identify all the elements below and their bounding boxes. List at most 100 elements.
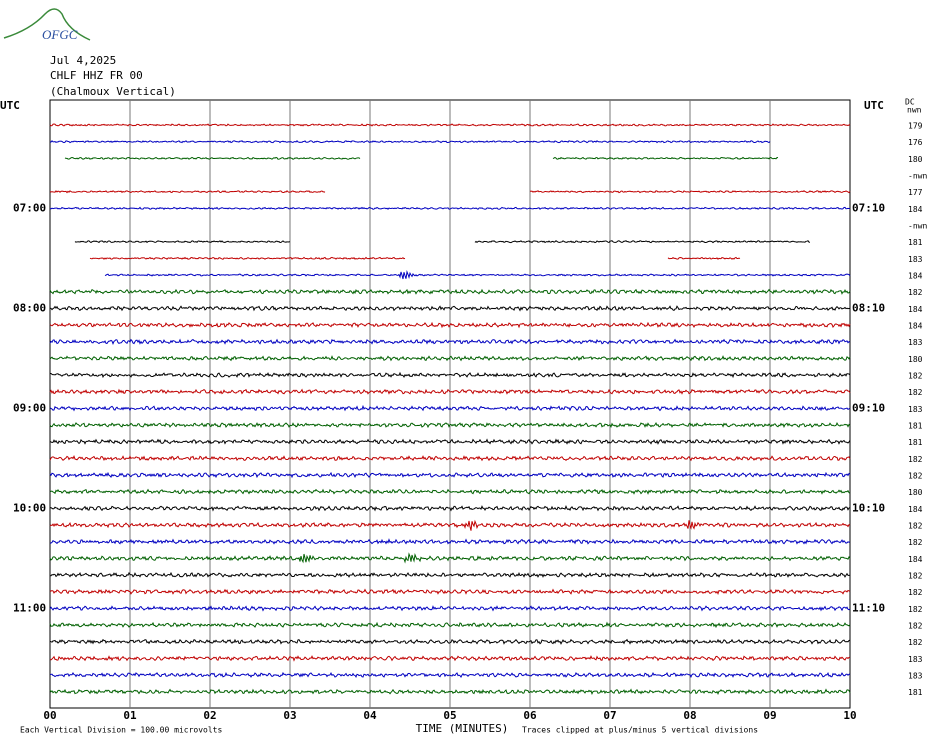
trace [89,256,406,260]
header-line: Jul 4,2025 [50,54,116,67]
footer-clip: Traces clipped at plus/minus 5 vertical … [522,726,758,735]
dc-value: 181 [908,238,923,247]
trace [49,206,851,211]
footer-scale: Each Vertical Division = 100.00 microvol… [20,726,222,735]
dc-value: 183 [908,255,923,264]
right-time-label: 09:10 [852,401,885,414]
dc-value: 181 [908,422,923,431]
dc-value: 180 [908,155,923,164]
dc-value: 183 [908,672,923,681]
trace [50,371,851,379]
trace [49,288,851,295]
dc-value: 183 [908,405,923,414]
trace [74,240,291,244]
right-axis-title: UTC [864,99,884,112]
dc-value: 181 [908,688,923,697]
dc-value: 182 [908,572,923,581]
x-tick-label: 05 [443,709,456,722]
right-time-label: 07:10 [852,201,885,214]
dc-value: 184 [908,505,923,514]
dc-value: 180 [908,355,923,364]
trace [49,321,851,329]
dc-value: 182 [908,372,923,381]
trace [49,123,851,127]
x-tick-label: 03 [283,709,296,722]
trace [49,421,851,429]
trace [49,190,326,194]
dc-value: 184 [908,322,923,331]
trace [49,504,851,512]
trace [49,404,851,412]
dc-value: 182 [908,288,923,297]
trace [49,488,851,495]
left-time-label: 07:00 [13,201,46,214]
trace [49,621,851,629]
x-tick-label: 10 [843,709,856,722]
trace [49,671,851,679]
trace [49,338,851,346]
x-tick-label: 00 [43,709,56,722]
trace [49,139,771,144]
right-time-label: 10:10 [852,501,885,514]
dc-value: 183 [908,338,923,347]
dc-value: 182 [908,622,923,631]
dc-value: 184 [908,272,923,281]
trace [49,305,851,312]
trace [49,655,851,662]
logo: OFGC [42,27,78,42]
trace [552,156,779,160]
left-time-label: 10:00 [13,501,46,514]
left-time-label: 09:00 [13,401,46,414]
dc-value: 184 [908,555,923,564]
dc-value: 182 [908,605,923,614]
trace [49,638,851,645]
dc-value: 179 [908,122,923,131]
trace [64,156,361,160]
trace [49,571,851,579]
trace [49,688,851,696]
left-time-label: 11:00 [13,601,46,614]
x-tick-label: 07 [603,709,616,722]
left-time-label: 08:00 [13,301,46,314]
dc-value: 182 [908,638,923,647]
trace [667,256,741,260]
dc-value: 184 [908,205,923,214]
dc-value: 177 [908,188,923,197]
header-line: (Chalmoux Vertical) [50,85,176,98]
right-time-label: 08:10 [852,301,885,314]
dc-value: 182 [908,522,923,531]
logo-shape [3,8,91,41]
dc-value: 180 [908,488,923,497]
dc-title: DC [905,98,915,107]
dc-value: -nwn [908,172,927,181]
dc-value: 182 [908,388,923,397]
dc-value: 183 [908,655,923,664]
trace [49,388,851,395]
trace [49,355,851,362]
x-axis-title: TIME (MINUTES) [416,722,509,735]
x-tick-label: 09 [763,709,776,722]
dc-value: 182 [908,538,923,547]
x-tick-label: 01 [123,709,137,722]
dc-value: 184 [908,305,923,314]
trace [49,471,851,479]
dc-value: 176 [908,138,923,147]
trace [49,438,851,445]
dc-value: 182 [908,472,923,481]
trace [49,519,851,531]
x-tick-label: 02 [203,709,216,722]
trace [529,190,851,194]
trace [49,455,851,462]
dc-subtitle: nwn [907,106,922,115]
trace [49,605,851,612]
dc-value: 182 [908,588,923,597]
dc-value: 182 [908,455,923,464]
header-line: CHLF HHZ FR 00 [50,69,143,82]
dc-value: -nwn [908,222,927,231]
x-tick-label: 04 [363,709,377,722]
right-time-label: 11:10 [852,601,885,614]
x-tick-label: 06 [523,709,537,722]
trace [49,552,851,564]
dc-value: 181 [908,438,923,447]
